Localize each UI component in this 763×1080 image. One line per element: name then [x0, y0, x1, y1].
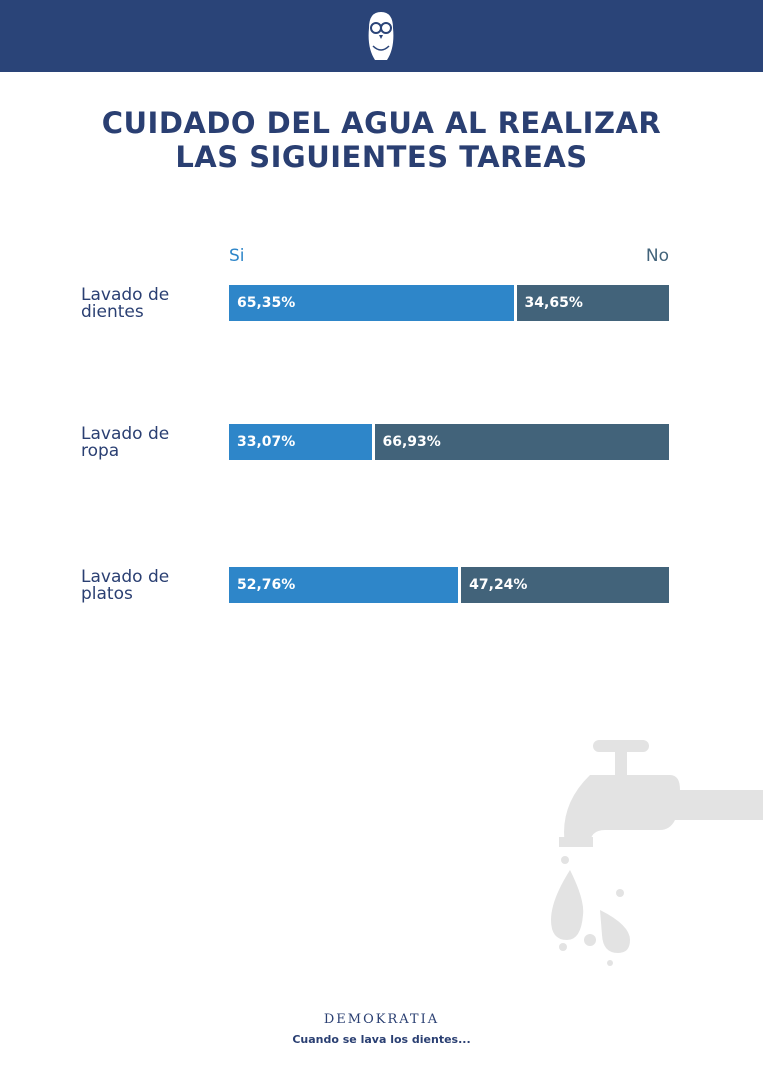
value-label: 66,93%	[382, 434, 441, 450]
value-label: 65,35%	[237, 295, 296, 311]
value-label: 52,76%	[237, 577, 296, 593]
faucet-decoration	[551, 740, 763, 966]
owl-logo	[368, 12, 394, 60]
category-label: Lavado de ropa	[81, 424, 170, 461]
value-label: 33,07%	[237, 434, 296, 450]
bar-segment	[516, 285, 669, 321]
legend-label: Si	[229, 246, 245, 266]
caption: Cuando se lava los dientes...	[292, 1033, 471, 1046]
header-bar	[0, 0, 763, 72]
bar-segment	[229, 285, 514, 321]
value-label: 34,65%	[524, 295, 583, 311]
bar-segment	[229, 424, 372, 460]
bar-segment	[374, 424, 669, 460]
category-label: Lavado de dientes	[81, 285, 170, 322]
legend-label: No	[645, 246, 669, 266]
bar-segment	[461, 567, 669, 603]
chart-title: CUIDADO DEL AGUA AL REALIZAR LAS SIGUIEN…	[101, 106, 662, 174]
brand: DEMOKRATIA	[323, 1012, 440, 1027]
category-label: Lavado de platos	[81, 567, 170, 604]
bar-segment	[229, 567, 459, 603]
value-label: 47,24%	[469, 577, 528, 593]
